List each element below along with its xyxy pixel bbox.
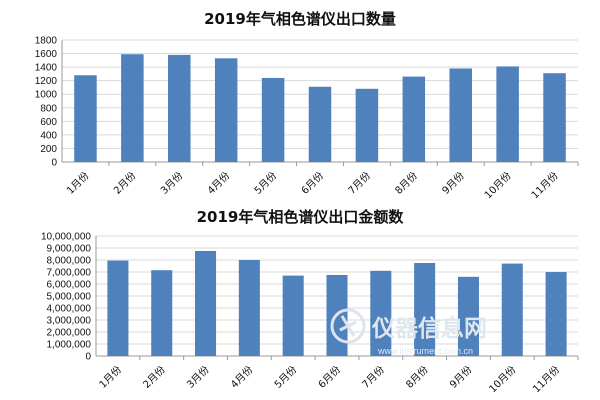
y-tick-label: 9,000,000 [47, 244, 92, 255]
y-tick-label: 200 [40, 144, 57, 155]
x-tick-label: 6月份 [316, 364, 343, 391]
y-tick-label: 0 [51, 158, 57, 169]
x-tick-label: 4月份 [205, 170, 232, 197]
y-tick-label: 400 [40, 130, 57, 141]
bar [121, 54, 144, 162]
x-tick-label: 3月份 [158, 170, 185, 197]
y-tick-label: 600 [40, 117, 57, 128]
y-tick-label: 0 [85, 352, 91, 363]
x-tick-label: 5月份 [272, 364, 299, 391]
bar [457, 276, 479, 356]
watermark: 仪器信息网 www.instrument.com.cn [330, 308, 487, 356]
x-tick-label: 11月份 [531, 364, 563, 396]
x-tick-label: 7月份 [360, 364, 387, 391]
x-tick-label: 3月份 [185, 364, 212, 391]
y-tick-label: 1000 [35, 90, 58, 101]
y-tick-label: 1200 [35, 76, 58, 87]
x-tick-label: 8月份 [404, 364, 431, 391]
x-tick-label: 5月份 [252, 170, 279, 197]
y-tick-label: 8,000,000 [47, 256, 92, 267]
bar [449, 68, 472, 162]
bar [107, 260, 129, 356]
bar [261, 77, 285, 162]
bar [214, 58, 238, 162]
bar [370, 270, 392, 356]
y-tick-label: 1800 [35, 36, 58, 47]
y-tick-label: 2,000,000 [47, 328, 92, 339]
y-tick-label: 4,000,000 [47, 304, 92, 315]
bar [238, 260, 260, 356]
watermark-text: 仪器信息网 [371, 315, 487, 342]
y-tick-label: 1400 [35, 63, 58, 74]
bar-chart-1: 2019年气相色谱仪出口数量 0 200 400 600 800 1000 1200 1400 1… [35, 10, 579, 202]
bar [355, 88, 379, 162]
x-tick-label: 7月份 [346, 170, 373, 197]
bar [74, 75, 97, 162]
x-tick-label: 1月份 [97, 364, 124, 391]
y-tick-label: 6,000,000 [47, 280, 92, 291]
y-tick-label: 10,000,000 [41, 232, 91, 243]
y-tick-label: 3,000,000 [47, 316, 92, 327]
y-tick-label: 7,000,000 [47, 268, 92, 279]
bar [168, 54, 191, 162]
y-tick-label: 1,000,000 [47, 340, 92, 351]
x-tick-label: 2月份 [141, 364, 168, 391]
chart-title: 2019年气相色谱仪出口金额数 [197, 208, 405, 226]
bar-chart-2: 2019年气相色谱仪出口金额数 01,000,0002,000,0003,000,… [41, 208, 579, 396]
x-tick-label: 4月份 [228, 364, 255, 391]
watermark-url: www.instrument.com.cn [377, 346, 473, 356]
chart-title: 2019年气相色谱仪出口数量 [204, 10, 396, 28]
bar [543, 73, 566, 162]
x-tick-label: 1月份 [64, 170, 91, 197]
x-tick-label: 2月份 [111, 170, 138, 197]
y-tick-label: 5,000,000 [47, 292, 92, 303]
x-tick-label: 9月份 [447, 364, 474, 391]
bar [308, 86, 332, 162]
y-tick-label: 1600 [35, 49, 58, 60]
bar [496, 66, 519, 162]
x-tick-label: 11月份 [529, 170, 561, 202]
x-tick-label: 10月份 [482, 170, 514, 202]
x-tick-label: 10月份 [487, 364, 519, 396]
x-tick-label: 6月份 [299, 170, 326, 197]
bar [414, 263, 436, 356]
bar [282, 275, 304, 356]
bar [545, 272, 567, 356]
bar [151, 270, 173, 356]
y-tick-label: 800 [40, 103, 57, 114]
x-tick-label: 8月份 [393, 170, 420, 197]
watermark-logo-icon [330, 308, 366, 344]
bar [501, 263, 523, 356]
bar [195, 251, 217, 356]
bar [402, 76, 426, 162]
x-tick-label: 9月份 [440, 170, 467, 197]
